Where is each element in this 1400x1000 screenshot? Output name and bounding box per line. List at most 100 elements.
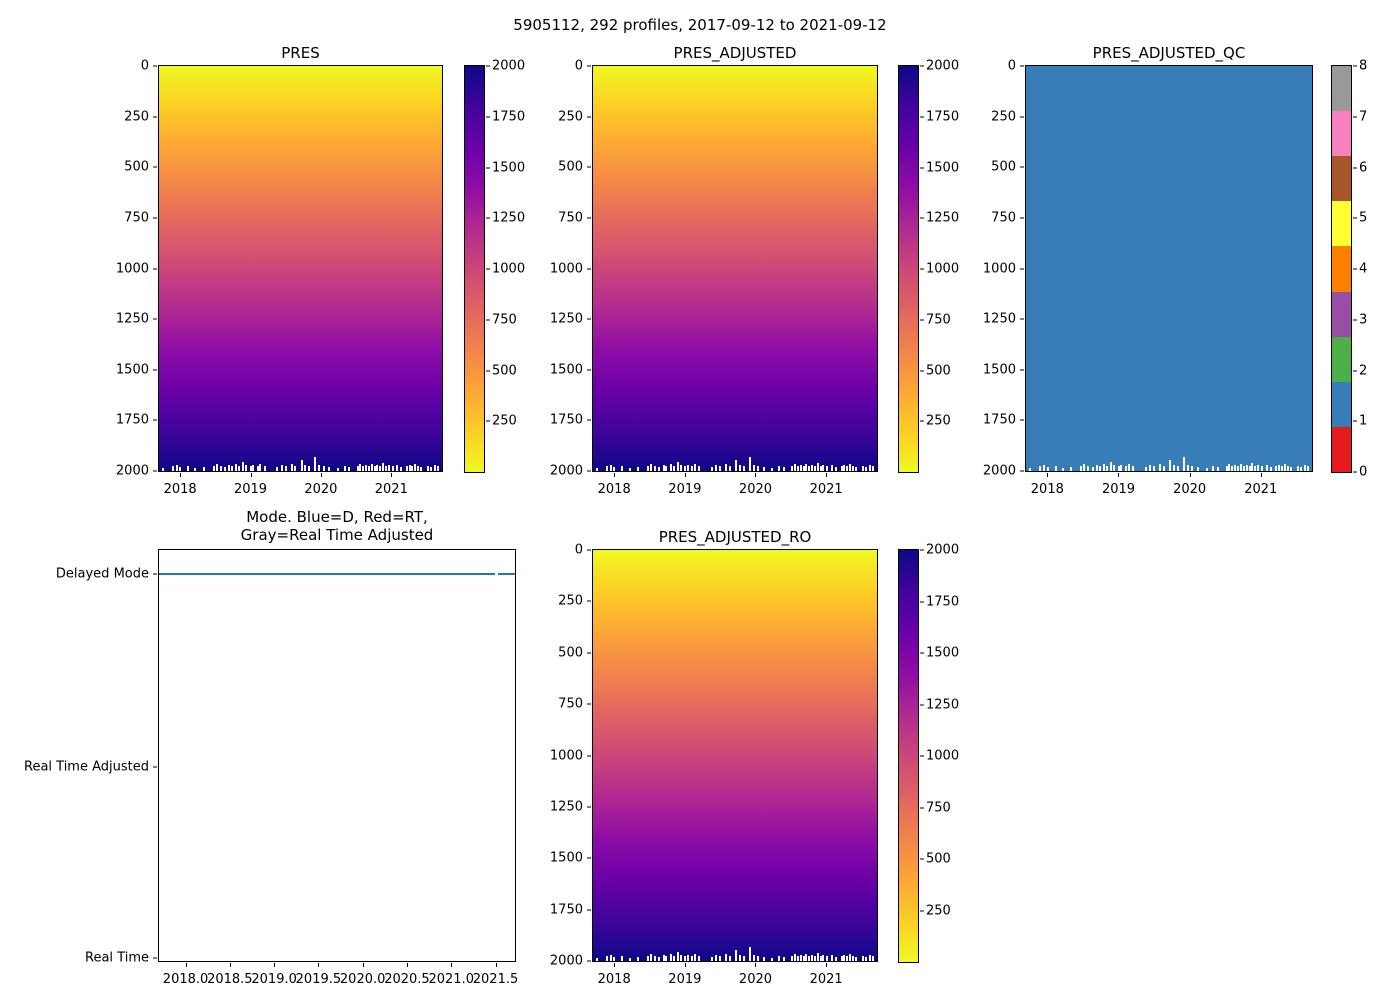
profile-depth-notch xyxy=(419,467,422,471)
colorbar-segment-3 xyxy=(1332,291,1351,337)
profile-depth-notch xyxy=(658,957,661,961)
x-tick-label: 2019.0 xyxy=(251,972,297,987)
colorbar-tick-mark xyxy=(920,167,924,168)
profile-depth-notch xyxy=(1228,464,1231,471)
colorbar-tick-mark xyxy=(920,116,924,118)
y-tick-label: 1250 xyxy=(549,799,583,815)
profile-depth-notch xyxy=(813,956,816,961)
profile-depth-notch xyxy=(646,956,649,961)
colorbar-pres_adjusted_ro: 2000 1750 1500 1250 1000 750 500 250 xyxy=(898,543,959,963)
colorbar-tick-label: 0 xyxy=(1359,464,1368,480)
profile-depth-notch xyxy=(748,457,751,471)
x-tick-label: 2019 xyxy=(233,482,268,497)
profile-depth-notch xyxy=(649,464,652,471)
colorbar-tick-mark xyxy=(920,807,924,808)
x-tick-mark xyxy=(180,473,182,477)
colorbar-segment-8 xyxy=(1332,66,1351,112)
profile-depth-notch xyxy=(808,466,811,471)
profile-depth-notch xyxy=(238,466,241,471)
colorbar-tick-mark xyxy=(486,217,490,219)
x-tick-mark xyxy=(1118,473,1120,477)
y-tick-mark xyxy=(153,470,157,472)
colorbar-tick-mark xyxy=(920,549,924,551)
profile-depth-notch xyxy=(179,467,182,471)
profile-depth-notch xyxy=(710,467,713,471)
y-tick-mark xyxy=(153,116,157,118)
profile-depth-notch xyxy=(162,468,165,471)
colorbar-tick-mark xyxy=(920,268,924,270)
y-tick-mark xyxy=(587,755,591,756)
profile-depth-notch xyxy=(637,467,640,471)
profile-depth-notch xyxy=(715,465,718,471)
profile-depth-notch xyxy=(819,466,822,471)
profile-depth-notch xyxy=(417,466,420,471)
colorbar-segment-5 xyxy=(1332,201,1351,247)
colorbar-tick-mark xyxy=(1353,420,1357,422)
profile-depth-notch xyxy=(762,957,765,961)
profile-depth-notch xyxy=(1297,466,1300,471)
y-tick-mark xyxy=(153,957,157,959)
y-tick-label: 250 xyxy=(558,593,583,609)
y-tick-label: 1750 xyxy=(982,412,1016,428)
profile-depth-notch xyxy=(1103,464,1106,471)
profile-depth-notch xyxy=(376,465,379,471)
profile-depth-notch xyxy=(175,465,178,471)
profile-depth-notch xyxy=(1251,463,1254,471)
x-tick-mark xyxy=(391,473,393,477)
x-tick-label: 2020 xyxy=(304,482,338,497)
profile-depth-notch xyxy=(437,466,440,471)
x-tick-mark xyxy=(274,963,276,967)
heatmap-pres_adjusted xyxy=(593,66,877,471)
y-tick-label: 2000 xyxy=(982,463,1016,479)
profile-depth-notch xyxy=(683,956,686,961)
panel-pres: PRES 2018 2019 2020 2021 0 250 500 750 1000 1250 15… xyxy=(116,44,443,497)
profile-depth-notch xyxy=(735,950,737,961)
profile-depth-notch xyxy=(621,956,624,961)
profile-depth-notch xyxy=(834,467,837,471)
x-tick-mark xyxy=(229,963,231,967)
profile-depth-notch xyxy=(1038,466,1041,471)
y-tick-label: 1000 xyxy=(549,261,583,276)
colorbar-tick-label: 1250 xyxy=(492,210,526,226)
profile-depth-notch xyxy=(1070,467,1073,471)
profile-depth-notch xyxy=(219,466,222,471)
y-tick-label: 2000 xyxy=(549,953,583,969)
profile-depth-notch xyxy=(1237,466,1240,471)
colorbar-tick-label: 8 xyxy=(1359,58,1368,74)
x-tick-label: 2019 xyxy=(1101,482,1136,497)
profile-depth-notch xyxy=(710,957,713,961)
colorbar-tick-mark xyxy=(486,420,490,422)
profile-depth-notch xyxy=(658,467,661,471)
profile-depth-notch xyxy=(1096,465,1099,471)
colorbar-tick-mark xyxy=(1353,116,1357,118)
profile-depth-notch xyxy=(1303,465,1306,471)
y-tick-mark xyxy=(1020,217,1024,219)
panel-mode: Mode. Blue=D, Red=RT, Gray=Real Time Adj… xyxy=(24,508,518,987)
colorbar-tick-label: 3 xyxy=(1359,312,1368,328)
profile-depth-notch xyxy=(290,464,293,471)
profile-depth-notch xyxy=(1110,462,1113,471)
profile-depth-notch xyxy=(408,465,411,471)
profile-depth-notch xyxy=(1148,465,1151,471)
profile-depth-notch xyxy=(322,466,325,471)
profile-depth-notch xyxy=(365,465,368,471)
colorbar-tick-mark xyxy=(920,704,924,705)
profile-depth-notch xyxy=(596,468,599,471)
profile-depth-notch xyxy=(382,463,384,471)
colorbar-tick-label: 1500 xyxy=(492,160,526,175)
profile-depth-notch xyxy=(686,955,689,961)
profile-depth-notch xyxy=(249,466,252,471)
x-tick-mark xyxy=(755,963,757,967)
colorbar-tick-mark xyxy=(920,910,924,911)
profile-depth-notch xyxy=(596,958,599,961)
profile-depth-notch xyxy=(356,466,359,471)
colorbar-tick-mark xyxy=(920,858,924,860)
profile-depth-notch xyxy=(725,464,728,471)
profile-depth-notch xyxy=(799,465,802,471)
y-tick-mark xyxy=(1020,166,1024,168)
profile-depth-notch xyxy=(384,466,387,471)
x-tick-mark xyxy=(185,963,187,967)
profile-depth-notch xyxy=(872,956,875,961)
profile-depth-notch xyxy=(672,956,675,961)
profile-depth-notch xyxy=(854,467,857,471)
